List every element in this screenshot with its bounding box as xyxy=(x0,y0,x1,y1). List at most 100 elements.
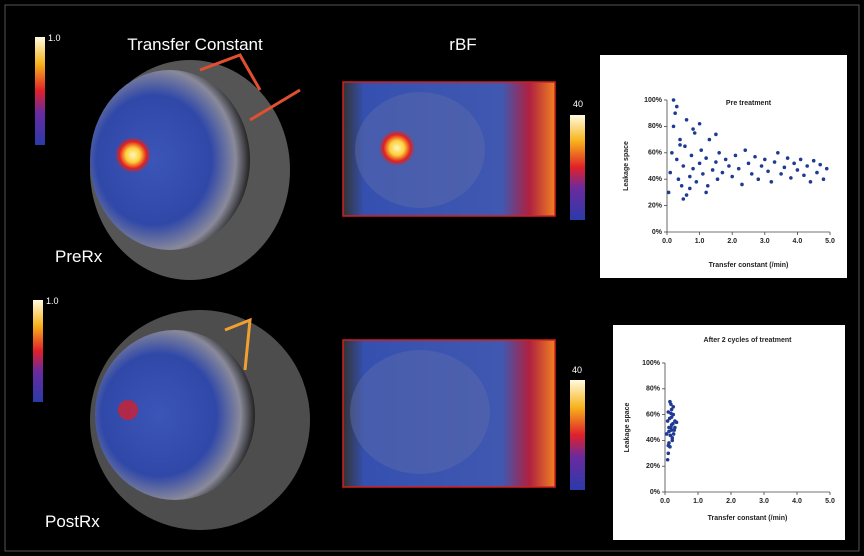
scatter-point xyxy=(818,163,822,167)
scatter-point xyxy=(683,144,687,148)
scatter-point xyxy=(701,172,705,176)
scatter-point xyxy=(717,151,721,155)
x-axis-label: Transfer constant (/min) xyxy=(709,262,789,269)
lesion xyxy=(118,400,138,420)
scatter-point xyxy=(685,118,689,122)
y-tick-label: 40% xyxy=(646,437,661,444)
scatter-point xyxy=(678,143,682,147)
scatter-point xyxy=(727,164,731,168)
x-tick-label: 3.0 xyxy=(759,498,769,505)
scatter-point xyxy=(685,193,689,197)
scatter-point xyxy=(747,162,751,166)
scatter-point xyxy=(682,164,686,168)
rbf-brain xyxy=(350,350,490,474)
scatter-point xyxy=(779,172,783,176)
scatter-point xyxy=(693,131,697,135)
scatter-point xyxy=(704,191,708,195)
scatter-point xyxy=(799,158,803,162)
colorbar xyxy=(570,115,585,220)
x-tick-label: 5.0 xyxy=(825,498,835,505)
column-title: rBF xyxy=(449,35,476,54)
scatter-point xyxy=(711,168,715,172)
scatter-point xyxy=(666,458,670,462)
y-tick-label: 20% xyxy=(646,463,661,470)
scatter-point xyxy=(760,164,764,168)
y-tick-label: 80% xyxy=(646,386,661,393)
scatter-point xyxy=(672,125,676,129)
scatter-point xyxy=(672,432,676,436)
scatter-point xyxy=(708,138,712,142)
lesion xyxy=(379,130,415,166)
scatter-point xyxy=(668,433,672,437)
scatter-point xyxy=(753,155,757,159)
scatter-point xyxy=(805,164,809,168)
scale-label: 1.0 xyxy=(48,33,61,43)
scatter-point xyxy=(737,167,741,171)
scatter-point xyxy=(773,160,777,164)
x-tick-label: 1.0 xyxy=(695,238,705,245)
scatter-point xyxy=(789,176,793,180)
x-tick-label: 2.0 xyxy=(726,498,736,505)
scatter-point xyxy=(721,171,725,175)
y-tick-label: 40% xyxy=(648,176,663,183)
x-axis-label: Transfer constant (/min) xyxy=(708,515,788,522)
scatter-point xyxy=(698,122,702,126)
scatter-point xyxy=(825,167,829,171)
scatter-point xyxy=(670,408,674,412)
x-tick-label: 5.0 xyxy=(825,238,835,245)
scatter-point xyxy=(677,177,681,181)
scatter-point xyxy=(667,426,671,430)
x-tick-label: 0.0 xyxy=(662,238,672,245)
scatter-point xyxy=(680,184,684,188)
scatter-point xyxy=(740,183,744,187)
scatter-point xyxy=(691,127,695,131)
head-image xyxy=(90,70,250,250)
scatter-point xyxy=(776,151,780,155)
scatter-point xyxy=(669,402,673,406)
scatter-point xyxy=(670,151,674,155)
lesion xyxy=(115,137,151,173)
scatter-point xyxy=(802,173,806,177)
scatter-point xyxy=(675,158,679,162)
scatter-point xyxy=(673,111,677,115)
scatter-point xyxy=(695,180,699,184)
scatter-point xyxy=(673,426,677,430)
row-label: PostRx xyxy=(45,512,100,531)
colorbar xyxy=(35,37,45,145)
scatter-point xyxy=(706,184,710,188)
scatter-point xyxy=(766,169,770,173)
scatter-point xyxy=(792,162,796,166)
scatter-point xyxy=(750,172,754,176)
scatter-point xyxy=(672,98,676,102)
scatter-point xyxy=(815,171,819,175)
scale-label: 1.0 xyxy=(46,296,59,306)
scatter-point xyxy=(670,428,674,432)
scatter-point xyxy=(724,158,728,162)
scatter-point xyxy=(667,452,671,456)
scatter-point xyxy=(671,422,675,426)
scatter-point xyxy=(822,177,826,181)
x-tick-label: 4.0 xyxy=(792,498,802,505)
scatter-point xyxy=(783,166,787,170)
scatter-point xyxy=(668,417,672,421)
y-tick-label: 80% xyxy=(648,123,663,130)
x-tick-label: 0.0 xyxy=(660,498,670,505)
scatter-point xyxy=(678,138,682,142)
scatter-point xyxy=(675,421,679,425)
scatter-point xyxy=(704,156,708,160)
y-axis-label: Leakage space xyxy=(623,141,630,191)
rbf-brain xyxy=(355,92,485,208)
scatter-point xyxy=(688,187,692,191)
scatter-point xyxy=(763,158,767,162)
scatter-point xyxy=(716,177,720,181)
scatter-point xyxy=(690,154,694,158)
scatter-point xyxy=(667,444,671,448)
y-tick-label: 100% xyxy=(644,97,663,104)
scatter-point xyxy=(669,412,673,416)
y-tick-label: 0% xyxy=(652,229,663,236)
scatter-point xyxy=(670,439,674,443)
chart-title: After 2 cycles of treatment xyxy=(704,337,793,344)
scatter-point xyxy=(796,168,800,172)
chart-title: Pre treatment xyxy=(726,100,772,107)
scatter-point xyxy=(691,167,695,171)
